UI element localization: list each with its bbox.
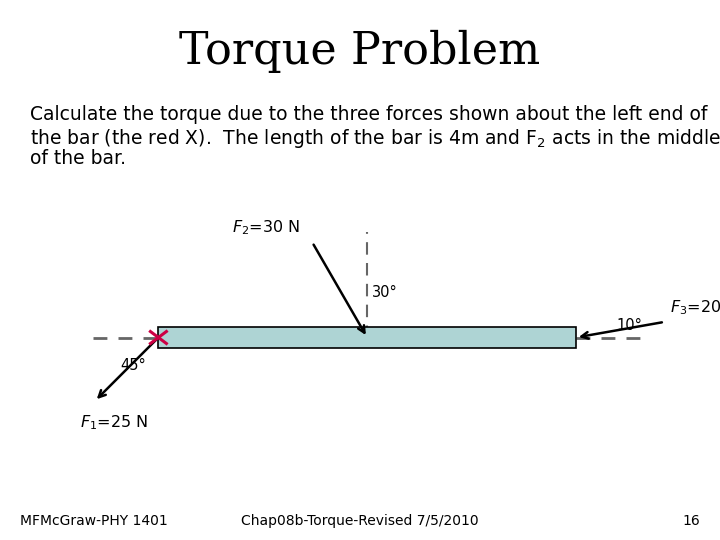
Text: Chap08b-Torque-Revised 7/5/2010: Chap08b-Torque-Revised 7/5/2010 [241, 514, 479, 528]
Text: 16: 16 [683, 514, 700, 528]
Text: $F_1$=25 N: $F_1$=25 N [80, 413, 148, 432]
Text: 45°: 45° [120, 357, 146, 373]
Text: the bar (the red X).  The length of the bar is 4m and $\mathregular{F_2}$ acts i: the bar (the red X). The length of the b… [30, 127, 720, 150]
Text: Torque Problem: Torque Problem [179, 30, 541, 73]
Text: of the bar.: of the bar. [30, 149, 126, 168]
Text: Calculate the torque due to the three forces shown about the left end of: Calculate the torque due to the three fo… [30, 105, 707, 124]
Text: $F_3$=20 N: $F_3$=20 N [670, 298, 720, 317]
Text: MFMcGraw-PHY 1401: MFMcGraw-PHY 1401 [20, 514, 168, 528]
Text: $F_2$=30 N: $F_2$=30 N [232, 219, 300, 237]
Text: 10°: 10° [616, 319, 642, 334]
Bar [158, 327, 576, 348]
Text: 30°: 30° [372, 285, 398, 300]
